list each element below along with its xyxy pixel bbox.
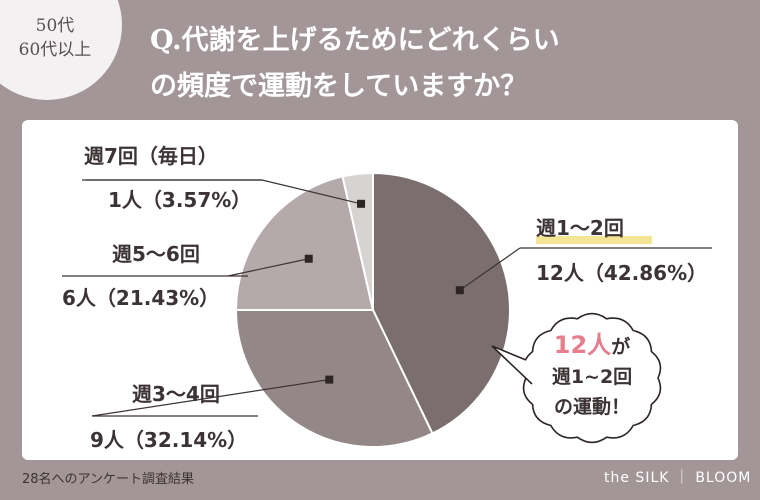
callout-text: 12人が 週1~2回 の運動！ [532,330,652,422]
callout-accent-suffix: が [611,336,631,358]
leader-line-1 [459,247,521,291]
slice-name-1: 週1〜2回 [536,216,624,240]
age-line-1: 50代 [35,16,75,36]
slice-marker-1 [455,286,464,295]
leader-line-2 [91,379,330,417]
slice-marker-2 [325,375,334,384]
title-line-1: Q.代謝を上げるためにどれくらい [150,25,560,56]
callout-line-1: 12人が [532,330,652,362]
pie-slice-3 [234,175,375,311]
slice-value-4: 1人（3.57%） [108,188,252,212]
slice-marker-4 [357,199,366,208]
callout-accent: 12人 [553,331,612,359]
label-highlight [536,236,652,244]
callout-line-3: の運動！ [553,396,630,418]
brand-logo: the SILK ｜ BLOOM [604,470,752,486]
slice-name-4: 週7回（毎日） [84,144,218,168]
leader-line-3 [227,258,309,277]
slice-value-2: 9人（32.14%） [90,428,248,452]
slice-value-3: 6人（21.43%） [62,286,220,310]
slice-name-2: 週3〜4回 [132,382,220,406]
age-badge-text: 50代 60代以上 [10,14,100,62]
callout-tail [491,345,533,385]
pie-slice-2 [234,309,434,448]
slice-marker-3 [304,254,313,263]
question-title: Q.代謝を上げるためにどれくらい の頻度で運動をしていますか？ [150,18,730,110]
pie-slice-4 [341,171,374,311]
leader-line-4 [261,179,362,205]
slice-value-1: 12人（42.86%） [536,261,708,285]
callout-line-2: 週1~2回 [551,366,633,388]
slice-name-3: 週5〜6回 [112,242,200,266]
age-line-2: 60代以上 [18,40,92,60]
pie-slice-1 [372,171,511,435]
survey-note: 28名へのアンケート調査結果 [22,472,195,487]
title-line-2: の頻度で運動をしていますか？ [150,71,528,102]
